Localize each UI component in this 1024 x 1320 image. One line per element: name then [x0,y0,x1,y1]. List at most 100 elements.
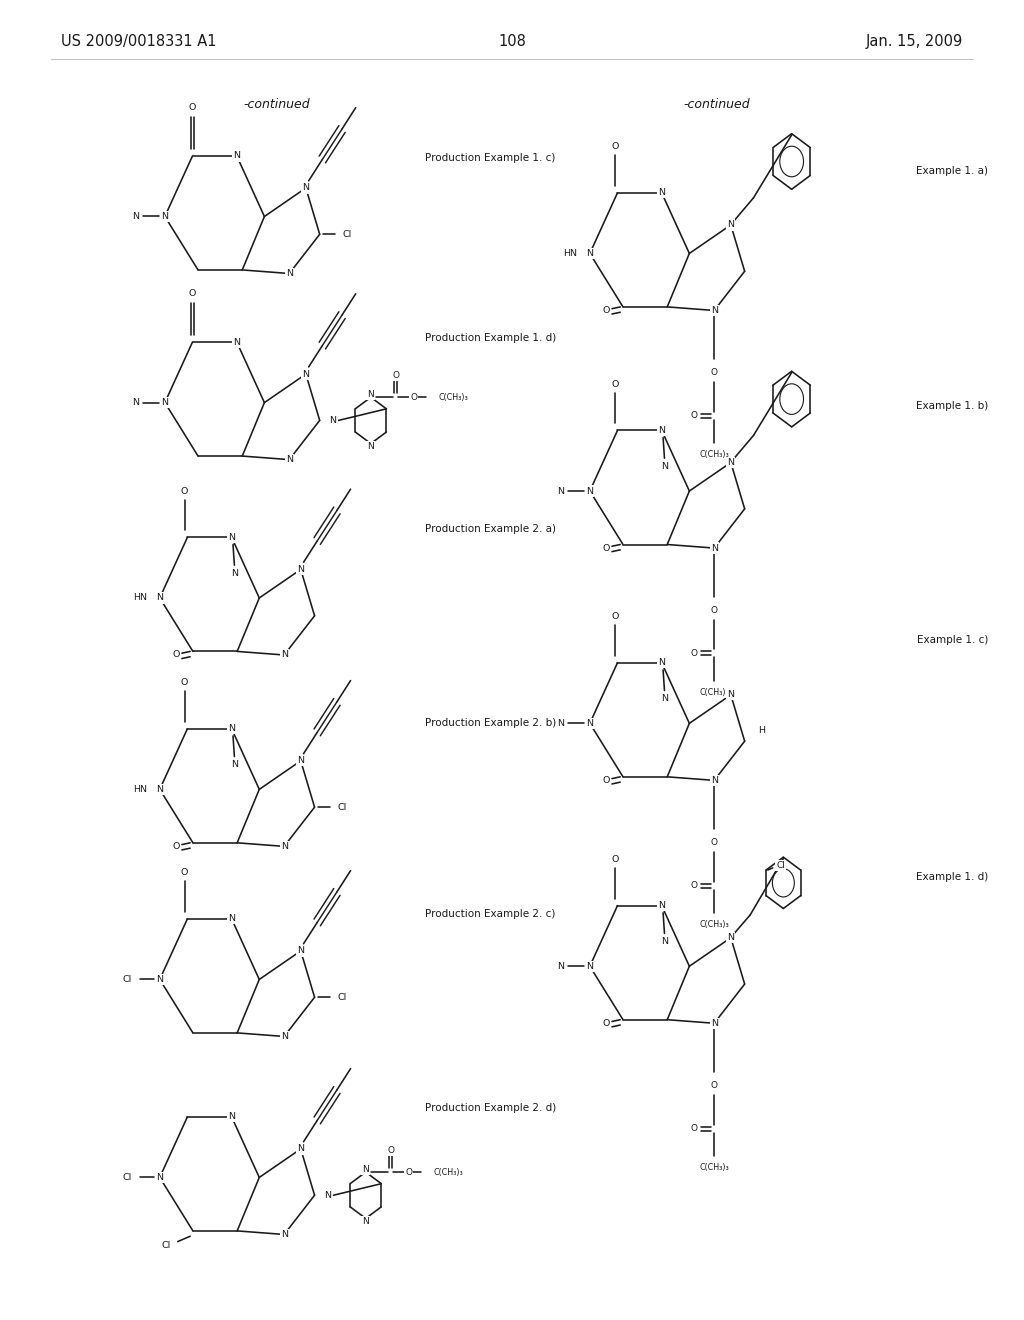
Text: Jan. 15, 2009: Jan. 15, 2009 [865,34,963,49]
Text: N: N [658,902,666,911]
Text: N: N [362,1217,369,1226]
Text: -continued: -continued [683,98,751,111]
Text: -continued: -continued [243,98,310,111]
Text: O: O [406,1168,412,1176]
Text: N: N [281,1230,288,1239]
Text: N: N [711,1019,718,1028]
Text: O: O [711,368,718,378]
Text: N: N [132,399,139,407]
Text: O: O [691,1125,698,1133]
Text: Example 1. b): Example 1. b) [915,401,988,412]
Text: N: N [727,458,734,467]
Text: O: O [611,143,618,150]
Text: N: N [157,594,163,602]
Text: Production Example 1. c): Production Example 1. c) [425,153,555,164]
Text: N: N [281,842,288,851]
Text: N: N [162,213,168,220]
Text: HN: HN [133,785,147,793]
Text: N: N [157,975,163,983]
Text: O: O [181,678,188,686]
Text: Cl: Cl [776,861,785,870]
Text: O: O [603,544,610,553]
Text: C(CH₃)₃: C(CH₃)₃ [699,450,729,459]
Text: Cl: Cl [123,975,132,983]
Text: N: N [711,306,718,315]
Text: N: N [297,756,304,766]
Text: O: O [611,612,618,620]
Text: N: N [132,213,139,220]
Text: HN: HN [133,594,147,602]
Text: Cl: Cl [342,230,351,239]
Text: US 2009/0018331 A1: US 2009/0018331 A1 [61,34,217,49]
Text: N: N [228,725,236,734]
Text: N: N [557,962,564,970]
Text: O: O [603,306,610,315]
Text: N: N [362,1164,369,1173]
Text: N: N [302,370,309,379]
Text: N: N [658,426,666,436]
Text: O: O [181,869,188,876]
Text: N: N [286,455,293,465]
Text: O: O [188,103,197,112]
Text: N: N [711,776,718,785]
Text: C(CH₃)₃: C(CH₃)₃ [699,920,729,929]
Text: Production Example 2. b): Production Example 2. b) [425,718,556,729]
Text: N: N [727,220,734,230]
Text: N: N [557,487,564,495]
Text: N: N [302,183,309,193]
Text: N: N [157,1173,163,1181]
Text: Cl: Cl [337,803,346,812]
Text: Example 1. a): Example 1. a) [916,166,988,177]
Text: C(CH₃)₃: C(CH₃)₃ [699,1163,729,1172]
Text: N: N [325,1191,332,1200]
Text: N: N [557,719,564,727]
Text: N: N [162,399,168,407]
Text: N: N [587,719,593,727]
Text: O: O [173,651,180,660]
Text: N: N [660,694,668,704]
Text: N: N [587,249,593,257]
Text: Cl: Cl [123,1173,132,1181]
Text: N: N [660,937,668,946]
Text: O: O [387,1146,394,1155]
Text: N: N [228,533,236,543]
Text: N: N [228,915,236,924]
Text: N: N [230,760,238,770]
Text: N: N [230,569,238,578]
Text: N: N [233,152,241,161]
Text: N: N [658,659,666,668]
Text: N: N [587,962,593,970]
Text: O: O [691,649,698,657]
Text: N: N [711,544,718,553]
Text: O: O [603,1019,610,1028]
Text: O: O [611,855,618,863]
Text: O: O [181,487,188,495]
Text: Example 1. c): Example 1. c) [916,635,988,645]
Text: O: O [711,1081,718,1090]
Text: N: N [587,487,593,495]
Text: N: N [233,338,241,347]
Text: O: O [411,393,417,401]
Text: N: N [297,1144,304,1154]
Text: Cl: Cl [337,993,346,1002]
Text: O: O [711,606,718,615]
Text: N: N [286,269,293,279]
Text: Production Example 2. a): Production Example 2. a) [425,524,556,535]
Text: N: N [727,933,734,942]
Text: N: N [297,946,304,956]
Text: N: N [228,1113,236,1122]
Text: N: N [330,416,337,425]
Text: N: N [727,690,734,700]
Text: Production Example 1. d): Production Example 1. d) [425,333,556,343]
Text: O: O [691,412,698,420]
Text: 108: 108 [498,34,526,49]
Text: N: N [281,1032,288,1041]
Text: O: O [611,380,618,388]
Text: Production Example 2. d): Production Example 2. d) [425,1104,556,1114]
Text: N: N [368,389,374,399]
Text: C(CH₃)₃: C(CH₃)₃ [433,1168,463,1176]
Text: N: N [157,785,163,793]
Text: C(CH₃)₃: C(CH₃)₃ [699,688,729,697]
Text: N: N [297,565,304,574]
Text: Example 1. d): Example 1. d) [915,873,988,883]
